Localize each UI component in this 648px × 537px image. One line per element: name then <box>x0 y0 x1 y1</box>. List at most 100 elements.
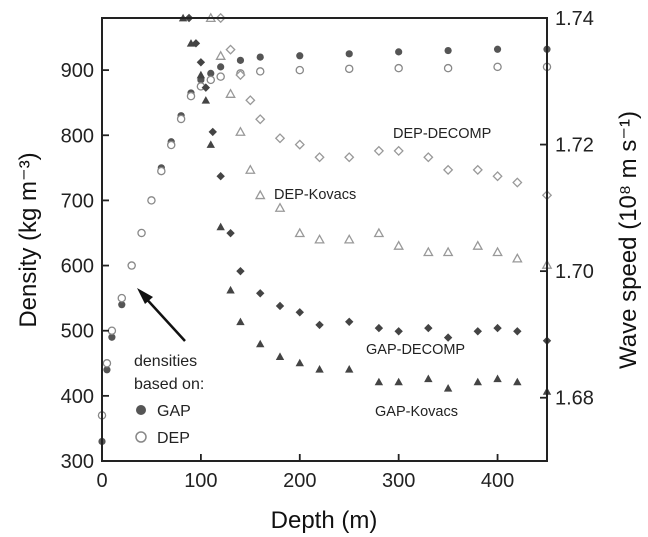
x-tick-label: 100 <box>184 470 217 492</box>
point-dep-kovacs <box>492 246 503 257</box>
point-dep <box>394 63 403 73</box>
legend-label-gap: GAP <box>157 403 191 420</box>
point-gap-decomp <box>196 58 206 67</box>
point-gap-decomp <box>374 323 384 333</box>
point-dep-kovacs <box>314 233 325 244</box>
point-dep-kovacs <box>442 246 454 257</box>
legend-marker-dep <box>135 431 147 443</box>
point-gap-decomp <box>473 327 482 336</box>
point-dep-decomp <box>512 177 523 188</box>
right-y-tick-label: 1.72 <box>555 135 594 157</box>
point-dep <box>206 75 216 85</box>
left-y-axis-title: Density (kg m⁻³) <box>15 152 42 327</box>
point-gap <box>118 301 126 309</box>
x-tick-label: 0 <box>96 470 107 492</box>
point-gap-kovacs <box>206 140 215 148</box>
point-gap <box>256 53 264 61</box>
point-gap <box>395 48 403 56</box>
x-axis-title: Depth (m) <box>271 507 378 534</box>
point-gap-kovacs <box>216 222 225 231</box>
point-gap-decomp <box>191 39 201 48</box>
point-dep-decomp <box>225 44 236 55</box>
point-dep-decomp <box>344 152 355 163</box>
point-dep-decomp <box>294 139 305 150</box>
point-gap <box>217 63 225 71</box>
point-dep <box>493 62 502 72</box>
point-dep <box>443 63 453 73</box>
point-dep <box>147 196 156 205</box>
point-dep-decomp <box>274 133 286 144</box>
point-gap-decomp <box>226 228 235 238</box>
point-dep <box>157 166 166 176</box>
point-dep-kovacs <box>245 164 256 174</box>
point-gap <box>493 45 502 53</box>
point-gap-decomp <box>216 172 225 181</box>
label-gap-kovacs: GAP-Kovacs <box>375 404 458 420</box>
point-dep-kovacs <box>225 88 236 98</box>
point-dep-kovacs <box>512 252 523 263</box>
point-gap-decomp <box>345 317 354 326</box>
right-y-axis-title: Wave speed (10⁸ m s⁻¹) <box>615 111 642 369</box>
legend-label-dep: DEP <box>157 430 190 447</box>
point-dep-kovacs <box>215 50 226 60</box>
point-gap-kovacs <box>201 96 211 104</box>
point-dep-decomp <box>393 145 404 157</box>
legend-title-line-2: based on: <box>134 376 204 393</box>
left-y-tick-label: 900 <box>61 60 94 82</box>
point-gap-kovacs <box>315 365 324 373</box>
point-dep <box>344 64 354 74</box>
annotation-arrow <box>141 293 186 342</box>
point-gap-kovacs <box>295 358 304 367</box>
point-gap-kovacs <box>513 377 522 386</box>
left-y-tick-label: 300 <box>61 451 94 473</box>
label-dep-decomp: DEP-DECOMP <box>393 126 491 142</box>
point-gap-decomp <box>493 323 502 333</box>
point-gap-kovacs <box>374 377 384 386</box>
point-dep <box>117 293 127 303</box>
point-gap-kovacs <box>473 377 482 386</box>
point-dep-decomp <box>235 69 246 81</box>
point-dep-decomp <box>314 152 325 163</box>
point-dep-kovacs <box>393 240 404 250</box>
point-gap-decomp <box>315 320 324 330</box>
point-dep <box>216 72 225 81</box>
point-dep <box>127 261 136 270</box>
point-dep-decomp <box>472 164 483 176</box>
point-gap <box>236 56 245 64</box>
point-gap-decomp <box>236 266 245 276</box>
point-dep <box>107 326 117 335</box>
point-dep-decomp <box>442 164 454 176</box>
point-dep-decomp <box>492 171 503 182</box>
point-dep-decomp <box>373 145 385 157</box>
point-gap <box>345 50 353 58</box>
point-gap-decomp <box>424 323 433 333</box>
point-gap <box>444 46 452 55</box>
legend: densities based on: GAP DEP <box>134 353 204 447</box>
point-gap-decomp <box>201 83 211 92</box>
data-marks <box>97 12 553 446</box>
point-gap-kovacs <box>394 377 403 386</box>
point-gap-decomp <box>256 289 265 298</box>
point-dep <box>295 65 305 75</box>
point-dep-kovacs <box>472 240 484 250</box>
x-tick-label: 200 <box>283 470 316 492</box>
point-gap-decomp <box>394 327 403 336</box>
point-gap <box>108 333 116 341</box>
point-dep <box>255 67 265 76</box>
point-gap <box>207 69 215 77</box>
point-dep <box>166 140 176 150</box>
label-gap-decomp: GAP-DECOMP <box>366 342 465 358</box>
point-gap-kovacs <box>236 317 245 326</box>
point-gap <box>296 52 304 60</box>
right-y-tick-label: 1.74 <box>555 8 594 30</box>
point-dep <box>176 114 186 124</box>
point-dep-kovacs <box>423 246 434 257</box>
label-dep-kovacs: DEP-Kovacs <box>274 187 356 203</box>
point-dep <box>186 91 196 101</box>
x-tick-label: 300 <box>382 470 415 492</box>
point-dep <box>137 228 146 238</box>
point-gap-kovacs <box>443 384 453 392</box>
point-dep-decomp <box>423 152 434 163</box>
legend-marker-gap <box>136 405 146 415</box>
left-y-tick-label: 400 <box>61 386 94 408</box>
